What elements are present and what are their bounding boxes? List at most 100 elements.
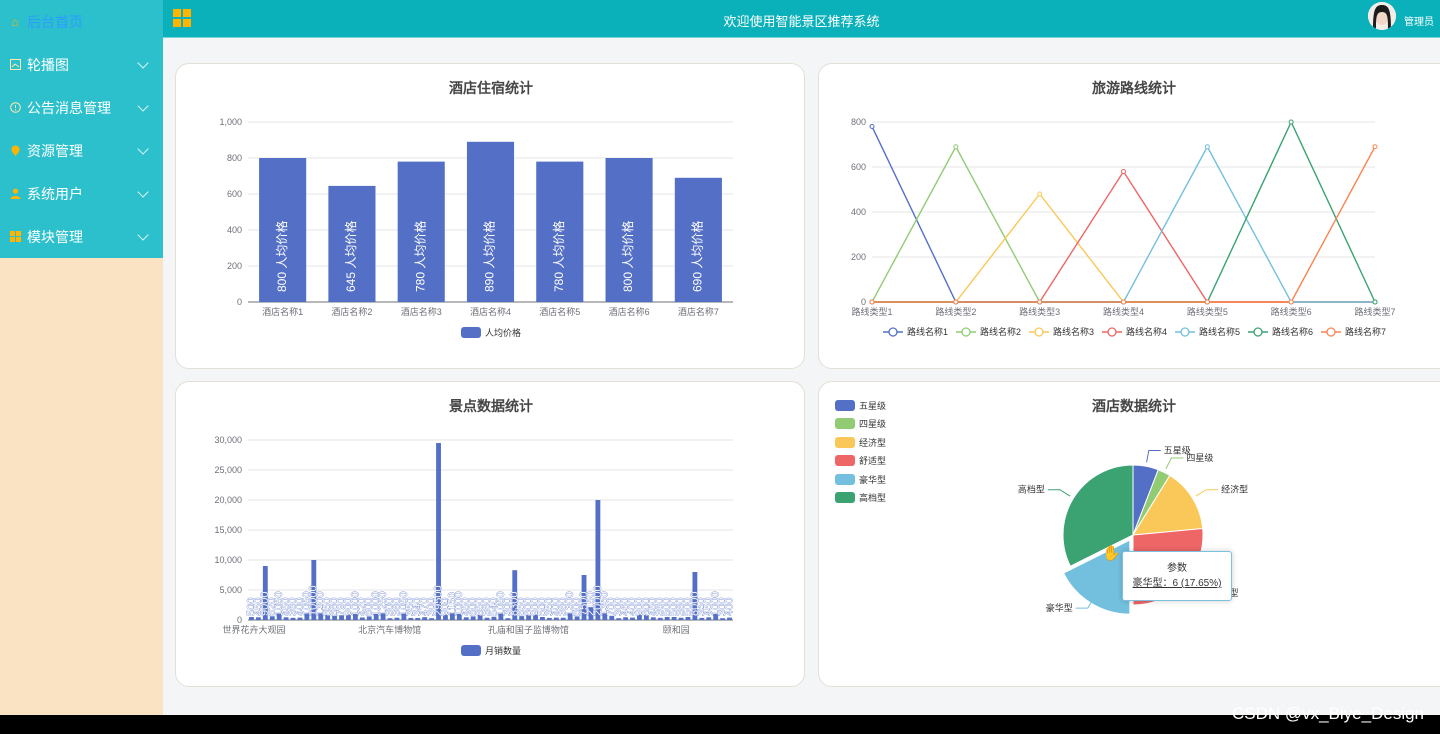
bar bbox=[359, 617, 365, 620]
legend-swatch bbox=[835, 492, 855, 504]
bar bbox=[318, 612, 324, 620]
y-tick-label: 1,000 bbox=[219, 117, 242, 127]
bar-data-label: 600 bbox=[363, 598, 375, 616]
admin-name[interactable]: 管理员 bbox=[1404, 17, 1434, 28]
bar bbox=[262, 566, 268, 620]
bar bbox=[560, 617, 566, 620]
bar-data-label: 450 bbox=[280, 598, 292, 616]
sidebar-item-label: 轮播图 bbox=[27, 56, 69, 73]
menu-toggle-icon[interactable] bbox=[173, 9, 191, 27]
bar-data-label: 780 人均价格 bbox=[412, 221, 427, 292]
legend-label: 路线名称1 bbox=[907, 326, 948, 337]
legend-item[interactable]: 舒适型 bbox=[835, 452, 886, 471]
bar bbox=[380, 612, 386, 620]
bar-data-label: 1050 bbox=[273, 592, 285, 616]
bar bbox=[328, 185, 376, 302]
bar bbox=[456, 614, 462, 620]
bar-data-label: 380 bbox=[391, 598, 403, 616]
sidebar-item-carousel[interactable]: 轮播图 bbox=[0, 43, 163, 86]
legend-item[interactable]: 四星级 bbox=[835, 415, 886, 434]
legend-label: 五星级 bbox=[859, 400, 887, 411]
y-tick-label: 15,000 bbox=[214, 525, 242, 535]
bar-data-label: 29500 bbox=[432, 585, 444, 616]
bar-data-label: 350 bbox=[696, 598, 708, 616]
x-tick-label: 路线类型2 bbox=[935, 306, 976, 317]
sidebar-item-home[interactable]: ⌂ 后台首页 bbox=[0, 0, 163, 43]
legend-item[interactable]: 豪华型 bbox=[835, 470, 886, 489]
sidebar-item-label: 模块管理 bbox=[27, 228, 83, 245]
x-tick-label: 酒店名称2 bbox=[331, 306, 372, 317]
bar-data-label: 400 bbox=[294, 598, 306, 616]
pie-label: 豪华型 bbox=[1046, 602, 1073, 613]
series-point bbox=[869, 299, 875, 305]
bar bbox=[588, 607, 594, 620]
legend-item[interactable]: 经济型 bbox=[835, 433, 886, 452]
bar-data-label: 350 bbox=[405, 598, 417, 616]
sidebar-item-modules[interactable]: 模块管理 bbox=[0, 215, 163, 258]
watermark: CSDN @vx_Biye_Design bbox=[1231, 704, 1424, 723]
bar bbox=[436, 443, 441, 620]
bar-data-label: 1150 bbox=[446, 592, 458, 616]
legend-marker bbox=[888, 327, 898, 337]
bar bbox=[352, 614, 358, 620]
bar-data-label: 500 bbox=[661, 598, 673, 616]
bar-data-label: 780 人均价格 bbox=[551, 221, 566, 292]
y-tick-label: 600 bbox=[851, 162, 866, 172]
sidebar-item-notice[interactable]: 公告消息管理 bbox=[0, 86, 163, 129]
bar bbox=[727, 617, 732, 620]
legend-swatch bbox=[835, 436, 855, 448]
bar bbox=[519, 616, 525, 620]
series-point bbox=[1037, 299, 1043, 305]
bar bbox=[567, 612, 573, 620]
bar-data-label: 900 bbox=[529, 598, 541, 616]
bar-data-label: 360 bbox=[654, 598, 666, 616]
bar bbox=[346, 614, 351, 620]
y-tick-label: 200 bbox=[227, 261, 242, 271]
avatar[interactable] bbox=[1368, 2, 1396, 30]
bar-data-label: 380 bbox=[557, 598, 569, 616]
x-tick-label: 酒店名称4 bbox=[470, 306, 511, 317]
bar-data-label: 790 bbox=[335, 598, 347, 616]
bar bbox=[505, 618, 511, 620]
sidebar-item-users[interactable]: 系统用户 bbox=[0, 172, 163, 215]
bar bbox=[415, 617, 421, 620]
bar bbox=[304, 613, 310, 620]
bar-data-label: 7500 bbox=[578, 592, 590, 616]
bar bbox=[470, 616, 476, 620]
legend-label: 舒适型 bbox=[859, 456, 887, 467]
legend-label: 路线名称7 bbox=[1345, 326, 1386, 337]
bar-data-label: 450 bbox=[703, 598, 715, 616]
bar bbox=[533, 614, 538, 620]
bar bbox=[671, 617, 677, 620]
bar bbox=[255, 617, 261, 620]
bar bbox=[429, 618, 435, 620]
bar-data-label: 850 bbox=[322, 598, 334, 616]
bar-data-label: 400 bbox=[550, 598, 562, 616]
legend-item[interactable]: 高档型 bbox=[835, 489, 886, 508]
legend-marker bbox=[1034, 327, 1044, 337]
pie-label-line bbox=[1146, 449, 1161, 463]
bar-data-label: 300 bbox=[384, 598, 396, 616]
bar bbox=[595, 500, 601, 620]
legend-item[interactable]: 五星级 bbox=[835, 396, 886, 415]
bar-data-label: 300 bbox=[426, 598, 438, 616]
pie-legend: 五星级四星级 经济型舒适型豪华型 高档型 bbox=[835, 396, 886, 507]
x-tick-label: 路线类型1 bbox=[851, 306, 892, 317]
bar-data-label: 680 bbox=[329, 598, 341, 616]
bar bbox=[387, 618, 393, 620]
sidebar-item-resource[interactable]: 资源管理 bbox=[0, 129, 163, 172]
bar bbox=[325, 614, 331, 620]
chevron-down-icon bbox=[137, 186, 149, 198]
sidebar-item-label: 公告消息管理 bbox=[27, 99, 111, 116]
sidebar: ⌂ 后台首页 轮播图 公告消息管理 资源管理 系统用户 模块管理 bbox=[0, 0, 163, 715]
legend-swatch bbox=[835, 473, 855, 485]
bar-data-label: 1000 bbox=[710, 592, 722, 616]
y-tick-label: 400 bbox=[851, 207, 866, 217]
top-bar: 欢迎使用智能景区推荐系统 管理员 bbox=[163, 0, 1440, 38]
x-tick-label: 酒店名称1 bbox=[262, 306, 303, 317]
x-tick-label: 颐和园 bbox=[663, 625, 690, 635]
bar bbox=[540, 617, 545, 620]
bar-data-label: 8300 bbox=[509, 592, 521, 616]
bar-data-label: 460 bbox=[620, 598, 632, 616]
